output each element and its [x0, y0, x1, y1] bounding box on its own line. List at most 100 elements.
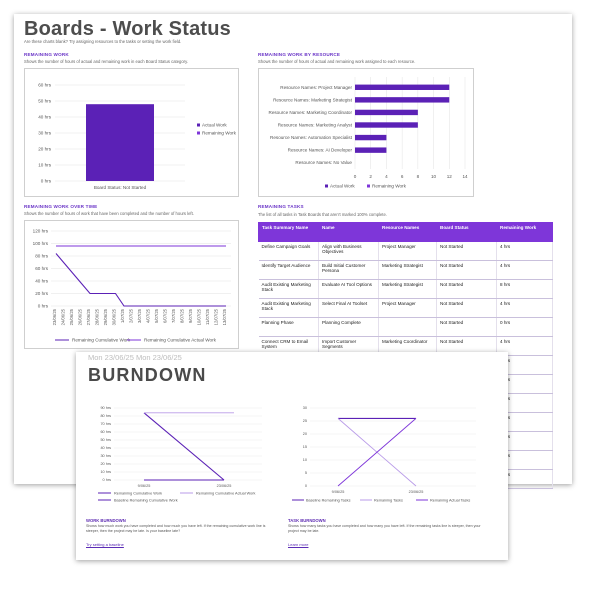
- y-category-label: Resource Names: Marketing Strategist: [273, 97, 353, 102]
- over-time-heading: REMAINING WORK OVER TIME: [24, 204, 98, 209]
- legend-label: Remaining Cumulative Work: [114, 491, 162, 495]
- y-tick-label: 70 hrs: [100, 422, 111, 426]
- series-line: [143, 412, 225, 481]
- set-baseline-link[interactable]: Try setting a baseline: [86, 542, 124, 547]
- task-burndown-description: Shows how many tasks you have completed …: [288, 524, 481, 533]
- y-tick-label: 0: [305, 484, 307, 488]
- y-tick-label: 5: [305, 471, 307, 475]
- legend-label: Remaining Cumulative Actual Work: [196, 491, 256, 495]
- tasks-description: The list of all tasks in Task Boards tha…: [258, 212, 387, 217]
- x-tick-label: 3/07/25: [137, 308, 142, 323]
- faded-date-header: Mon 23/06/25 Mon 23/06/25: [88, 353, 182, 362]
- task-burndown-chart: 0 5 10 15 20 25 30 9/06/25 23/06/25 Baseline Rema…: [288, 400, 488, 514]
- table-cell: 4 hrs: [496, 336, 553, 356]
- by-resource-description: Shows the number of hours of actual and …: [258, 59, 416, 64]
- table-cell: Select Final AI Toolset: [318, 298, 379, 318]
- y-tick-label: 20 hrs: [38, 147, 51, 152]
- y-tick-label: 40 hrs: [100, 446, 111, 450]
- y-tick-label: 0 hrs: [38, 304, 49, 309]
- table-row[interactable]: Audit Existing Marketing Stack Select Fin…: [258, 298, 553, 318]
- x-tick-label: 23/06/25: [52, 308, 57, 325]
- column-header[interactable]: Board Status: [436, 222, 497, 242]
- x-tick-label: 5/07/25: [154, 308, 159, 323]
- table-cell: Not Started: [436, 298, 497, 318]
- bar-remaining-work: [86, 104, 154, 181]
- column-header[interactable]: Resource Names: [378, 222, 437, 242]
- task-burndown-heading: TASK BURNDOWN: [288, 518, 326, 523]
- y-category-label: Resource Names: Marketing Analyst: [278, 123, 353, 128]
- x-tick-label: 27/06/25: [86, 308, 91, 325]
- y-tick-label: 30 hrs: [38, 131, 51, 136]
- table-cell: Project Manager: [378, 241, 437, 261]
- x-tick-label: 30/06/25: [112, 308, 117, 325]
- y-tick-label: 0 hrs: [41, 179, 52, 184]
- x-tick-label: 24/06/25: [61, 308, 66, 325]
- bar-remaining-work: [355, 109, 418, 116]
- learn-more-link[interactable]: Learn more: [288, 542, 309, 547]
- y-tick-label: 0 hrs: [103, 478, 112, 482]
- table-row[interactable]: Identify Target Audience Build Initial Cu…: [258, 260, 553, 280]
- burndown-title: BURNDOWN: [88, 365, 207, 385]
- table-cell: Marketing Strategist: [378, 279, 437, 299]
- table-cell: 4 hrs: [496, 260, 553, 280]
- legend-label: Remaining Cumulative Actual Work: [144, 338, 217, 343]
- task-burndown-svg: 0 5 10 15 20 25 30 9/06/25 23/06/25 Baseline Rema…: [292, 406, 476, 502]
- x-tick-label: 1/07/25: [120, 308, 125, 323]
- y-tick-label: 10: [303, 458, 307, 462]
- y-tick-label: 60 hrs: [35, 266, 48, 271]
- table-row[interactable]: Audit Existing Marketing Stack Evaluate A…: [258, 279, 553, 299]
- bar-remaining-work: [355, 97, 450, 103]
- y-tick-label: 20 hrs: [35, 291, 48, 296]
- burndown-report: Mon 23/06/25 Mon 23/06/25 BURNDOWN 0 hrs…: [76, 352, 508, 560]
- y-tick-label: 30 hrs: [100, 454, 111, 458]
- table-cell: Planning Phase: [258, 317, 319, 337]
- table-cell: Audit Existing Marketing Stack: [258, 279, 319, 299]
- by-resource-svg: 0 2 4 6 8 10 12 14 Resource Names: Project Manag…: [269, 77, 468, 189]
- x-tick-label: 7/07/25: [171, 308, 176, 323]
- series-line: [55, 253, 226, 307]
- remaining-work-svg: 0 hrs 10 hrs 20 hrs 30 hrs 40 hrs 50 hrs 60 hr…: [38, 83, 236, 191]
- legend-label: Baseline Remaining Cumulative Work: [114, 498, 178, 502]
- y-tick-label: 20 hrs: [100, 462, 111, 466]
- bar-remaining-work: [355, 84, 450, 90]
- table-row[interactable]: Connect CRM to Email System Import Custom…: [258, 336, 553, 356]
- x-tick-label: 10: [431, 174, 437, 179]
- y-tick-label: 40 hrs: [38, 115, 51, 120]
- x-tick-label: 12/07/25: [214, 308, 219, 325]
- legend-label: Remaining Cumulative Work: [72, 338, 131, 343]
- bar-remaining-work: [355, 147, 387, 153]
- y-tick-label: 100 hrs: [33, 241, 49, 246]
- x-tick-label: 11/07/25: [205, 308, 210, 325]
- y-tick-label: 80 hrs: [100, 414, 111, 418]
- table-cell: Not Started: [436, 241, 497, 261]
- x-tick-label: 13/07/25: [222, 308, 227, 325]
- column-header[interactable]: Name: [318, 222, 379, 242]
- legend-swatch: [197, 123, 200, 127]
- work-burndown-description: Shows how much work you have completed a…: [86, 524, 266, 533]
- legend-label: Remaining Work: [372, 184, 407, 189]
- table-row[interactable]: Planning Phase Planning Complete Not Start…: [258, 317, 553, 337]
- legend-label: Remaining Tasks: [374, 498, 403, 502]
- table-row[interactable]: Define Campaign Goals Align with Business…: [258, 241, 553, 261]
- table-cell: 4 hrs: [496, 241, 553, 261]
- x-tick-label: 12: [447, 174, 453, 179]
- x-tick-label: 0: [354, 174, 357, 179]
- y-tick-label: 120 hrs: [33, 229, 49, 234]
- bar-remaining-work: [355, 122, 418, 128]
- table-header-row: Task Summary Name Name Resource Names Board…: [258, 222, 553, 242]
- x-tick-label: 6/07/25: [163, 308, 168, 323]
- y-tick-label: 60 hrs: [100, 430, 111, 434]
- x-category-label: Board Status: Not Started: [94, 185, 147, 190]
- over-time-description: Shows the number of hours of work that h…: [24, 211, 194, 216]
- x-tick-label: 29/06/25: [103, 308, 108, 325]
- legend-swatch: [197, 131, 200, 135]
- table-cell: Define Campaign Goals: [258, 241, 319, 261]
- y-category-label: Resource Names: Marketing Coordinator: [269, 110, 353, 115]
- by-resource-heading: REMAINING WORK BY RESOURCE: [258, 52, 341, 57]
- table-cell: Audit Existing Marketing Stack: [258, 298, 319, 318]
- y-tick-label: 30: [303, 406, 307, 410]
- remaining-work-heading: REMAINING WORK: [24, 52, 69, 57]
- column-header[interactable]: Remaining Work: [496, 222, 553, 242]
- column-header[interactable]: Task Summary Name: [258, 222, 319, 242]
- x-tick-label: 6: [401, 174, 404, 179]
